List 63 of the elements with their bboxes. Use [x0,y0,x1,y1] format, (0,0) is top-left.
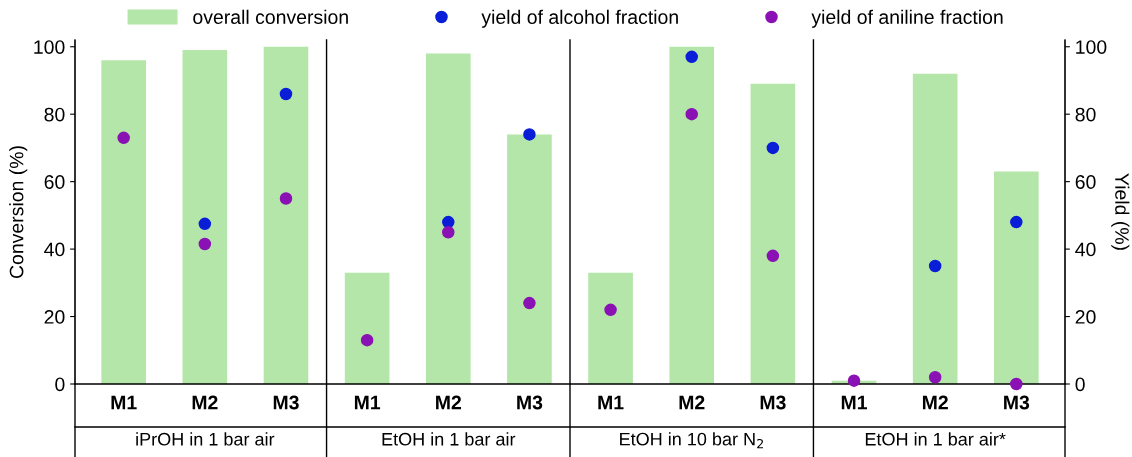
y2-axis-title: Yield (%) [1111,173,1130,250]
x-tick-label: M3 [517,395,543,410]
y-tick-label: 60 [44,175,65,189]
bar [669,46,715,384]
point [1010,215,1023,229]
bar [588,272,633,384]
point [442,225,455,239]
x-tick-label: M1 [111,395,137,410]
point [847,374,861,387]
x-tick-label: M1 [598,395,624,410]
bar [750,83,796,384]
x-tick-label: M3 [760,395,786,410]
x-tick-label: M1 [841,395,867,410]
y-tick-label: 20 [44,310,65,324]
point [117,131,130,145]
legend-label: yield of aniline fraction [811,9,1003,28]
y2-tick-label: 20 [1075,310,1096,324]
y-tick-label: 0 [55,377,65,392]
bar [425,53,471,384]
y2-tick-label: 0 [1075,377,1085,392]
x-tick-label: M3 [1004,395,1030,410]
y2-tick-label: 80 [1075,107,1096,122]
text: EtOH in 1 bar air* [865,432,1006,446]
x-tick-label: M3 [273,395,299,410]
point [685,107,698,121]
point [604,303,617,317]
x-tick-label: M2 [922,395,948,410]
x-tick-label: M2 [436,395,462,410]
point [766,141,780,155]
bar [101,60,146,384]
text: EtOH in 10 bar N$_{2}$ [620,432,764,449]
point [1010,377,1023,391]
point [279,192,293,205]
point [523,296,536,310]
point [685,50,698,64]
x-tick-label: M2 [679,395,705,410]
point [279,87,293,101]
y-tick-label: 80 [44,107,65,122]
y2-tick-label: 100 [1076,40,1107,54]
point [198,237,212,251]
legend-label: yield of alcohol fraction [481,9,678,28]
bar [994,171,1039,384]
point [360,333,374,347]
text: iPrOH in 1 bar air [136,432,275,446]
point [928,259,942,273]
x-tick-label: M1 [354,395,381,410]
legend-label: overall conversion [193,9,348,24]
y-tick-label: 100 [34,40,65,54]
bar [263,46,309,384]
bar [507,134,552,384]
y2-tick-label: 60 [1075,175,1096,189]
text: EtOH in 1 bar air [382,432,516,446]
bar [182,50,228,384]
point [198,217,212,231]
point [928,371,942,384]
point [766,249,780,263]
x-tick-label: M2 [192,395,218,410]
bar [912,73,958,384]
y2-tick-label: 40 [1075,242,1096,257]
y-axis-title: Conversion (%) [9,146,28,279]
point [523,128,536,141]
bar [344,272,390,384]
y-tick-label: 40 [44,242,65,257]
